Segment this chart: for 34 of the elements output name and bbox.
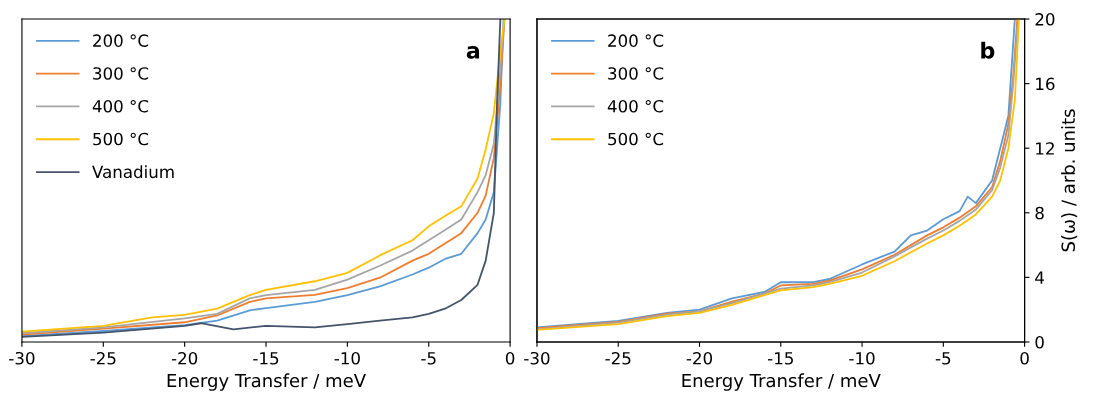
legend-label: 200 °C — [93, 34, 149, 47]
legend-label: Vanadium — [92, 165, 174, 179]
y2-tick-label: 12 — [1036, 142, 1054, 155]
x-tick-label: -20 — [686, 351, 713, 365]
x-axis-title: Energy Transfer / meV — [167, 373, 366, 391]
x-tick-label: 0 — [505, 351, 515, 365]
legend-label: 300 °C — [608, 67, 664, 80]
x-axis-title: Energy Transfer / meV — [682, 373, 881, 391]
y2-tick-label: 16 — [1036, 77, 1055, 91]
x-tick-label: -20 — [171, 351, 198, 365]
legend-label: 400 °C — [92, 99, 149, 113]
legend-label: 300 °C — [93, 67, 149, 80]
y2-tick-label: 0 — [1035, 335, 1044, 349]
annotation: a — [466, 46, 480, 59]
y2-tick-label: 4 — [1035, 271, 1044, 284]
x-tick-label: -5 — [935, 352, 951, 365]
x-tick-label: -25 — [90, 351, 116, 365]
y2-tick-label: 8 — [1035, 206, 1044, 220]
x-tick-label: -15 — [253, 352, 279, 365]
x-tick-label: -30 — [524, 351, 550, 365]
legend-label: 200 °C — [608, 34, 664, 47]
legend-label: 500 °C — [93, 132, 149, 146]
x-tick-label: -25 — [605, 351, 631, 365]
legend-label: 400 °C — [607, 99, 664, 113]
x-tick-label: -10 — [334, 351, 360, 365]
annotation: b — [981, 41, 995, 59]
x-tick-label: -15 — [767, 352, 793, 365]
y2-axis-title: S(ω) / arb. units — [1061, 109, 1078, 252]
x-tick-label: -5 — [421, 352, 436, 365]
x-tick-label: -10 — [849, 351, 875, 365]
y2-tick-label: 20 — [1035, 13, 1055, 26]
legend-label: 500 °C — [608, 132, 664, 146]
x-tick-label: 0 — [1020, 351, 1029, 365]
x-tick-label: -30 — [9, 351, 35, 365]
